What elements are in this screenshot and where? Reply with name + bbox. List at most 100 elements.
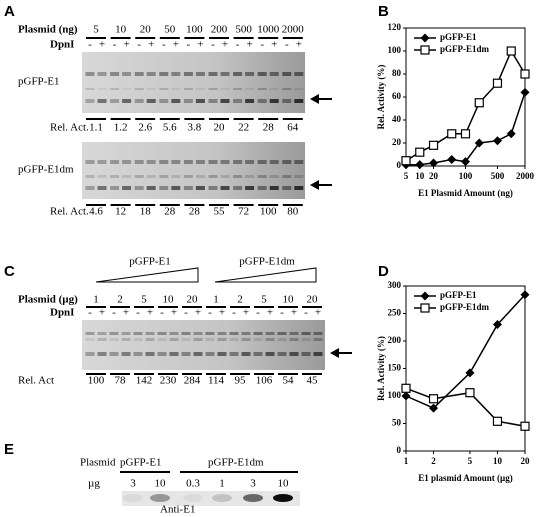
- dpni-sign: -: [256, 307, 260, 319]
- gel-band: [294, 160, 304, 164]
- gel-band: [134, 186, 144, 190]
- y-tick-label: 150: [388, 363, 402, 373]
- marker: [520, 290, 530, 300]
- lane-label: 5: [141, 294, 147, 306]
- y-tick-label: 80: [392, 68, 402, 78]
- gel-band: [229, 332, 239, 335]
- gel-band: [97, 332, 107, 335]
- dpni-sign: +: [148, 39, 154, 51]
- gel-band: [253, 338, 263, 341]
- gel-band: [85, 332, 95, 335]
- gel: [82, 320, 325, 370]
- gel-band: [97, 72, 107, 76]
- dpni-sign: +: [171, 307, 177, 319]
- lane-label: 1000: [257, 24, 280, 36]
- gel-band: [301, 338, 311, 341]
- unit-label: µg: [88, 478, 100, 490]
- rel-act-value: 100: [260, 206, 277, 218]
- rel-act-value: 114: [208, 375, 225, 387]
- lane-label: 2000: [282, 24, 305, 36]
- gel-band: [110, 160, 120, 164]
- gel-band: [217, 332, 227, 335]
- dpni-sign: +: [271, 39, 277, 51]
- lane-label: 500: [235, 24, 252, 36]
- rel-act-value: 106: [256, 375, 273, 387]
- construct-label: pGFP-E1dm: [208, 457, 264, 469]
- y-tick-label: 0: [397, 445, 402, 455]
- marker: [465, 368, 475, 378]
- dpni-sign: +: [147, 307, 153, 319]
- gel-band: [85, 338, 95, 341]
- rel-act-value: 95: [235, 375, 247, 387]
- gel-band: [289, 332, 299, 335]
- gel-band: [169, 332, 179, 335]
- x-tick-label: 20: [521, 456, 531, 466]
- x-tick-label: 2000: [516, 171, 535, 181]
- rel-act-value: 2.6: [138, 122, 152, 134]
- gel-band: [195, 99, 205, 103]
- marker: [474, 138, 484, 148]
- gel-band: [122, 99, 132, 103]
- gel-band: [159, 186, 169, 190]
- lane-label: 5: [93, 24, 99, 36]
- gel-band: [282, 186, 292, 190]
- gel-band: [217, 352, 227, 356]
- marker: [492, 78, 503, 88]
- gel-band: [134, 88, 144, 90]
- gel-band: [169, 338, 179, 341]
- gel-band: [233, 175, 243, 178]
- gel-band: [85, 72, 95, 76]
- y-tick-label: 300: [388, 280, 402, 290]
- marker: [461, 157, 470, 167]
- dpni-sign: +: [195, 307, 201, 319]
- plasmid-label: Plasmid (µg): [18, 294, 78, 306]
- gradient-triangle: [214, 267, 317, 283]
- gel-band: [97, 160, 107, 164]
- gel-band: [97, 88, 107, 90]
- gel-band: [133, 332, 143, 335]
- rel-act-value: 4.6: [89, 206, 103, 218]
- y-tick-label: 60: [392, 91, 402, 101]
- gel-label: pGFP-E1: [18, 76, 60, 88]
- lane-label: 1: [93, 294, 99, 306]
- gel-band: [134, 160, 144, 164]
- x-tick-label: 5: [404, 171, 409, 181]
- gel-band: [171, 88, 181, 90]
- gel-band: [134, 72, 144, 76]
- gel-band: [233, 88, 243, 90]
- dpni-sign: -: [280, 307, 284, 319]
- amount-label: 10: [155, 478, 167, 490]
- gel-band: [97, 352, 107, 356]
- gel-band: [121, 338, 131, 341]
- gel-band: [146, 175, 156, 178]
- blot-band: [273, 494, 293, 502]
- gel-band: [245, 175, 255, 178]
- gel-band: [157, 352, 167, 356]
- gel-band: [110, 186, 120, 190]
- amount-label: 1: [219, 478, 225, 490]
- dpni-sign: -: [187, 39, 191, 51]
- gel-band: [245, 88, 255, 90]
- gel-band: [208, 175, 218, 178]
- gel-band: [220, 160, 230, 164]
- gel-label: pGFP-E1dm: [18, 164, 74, 176]
- x-tick-label: 1: [404, 456, 409, 466]
- gel-band: [97, 338, 107, 341]
- marker: [465, 388, 475, 398]
- gel-band: [205, 338, 215, 341]
- lane-label: 2: [237, 294, 243, 306]
- gel-band: [265, 332, 275, 335]
- gel-band: [245, 72, 255, 76]
- dpni-sign: +: [173, 39, 179, 51]
- gel-band: [294, 72, 304, 76]
- dpni-sign: +: [99, 307, 105, 319]
- y-tick-label: 100: [388, 390, 402, 400]
- rel-act-value: 284: [184, 375, 201, 387]
- rel-act-value: 5.6: [163, 122, 177, 134]
- dpni-sign: -: [88, 39, 92, 51]
- gel-band: [195, 175, 205, 178]
- dpni-sign: -: [232, 307, 236, 319]
- gel-band: [233, 99, 243, 103]
- gel-band: [110, 72, 120, 76]
